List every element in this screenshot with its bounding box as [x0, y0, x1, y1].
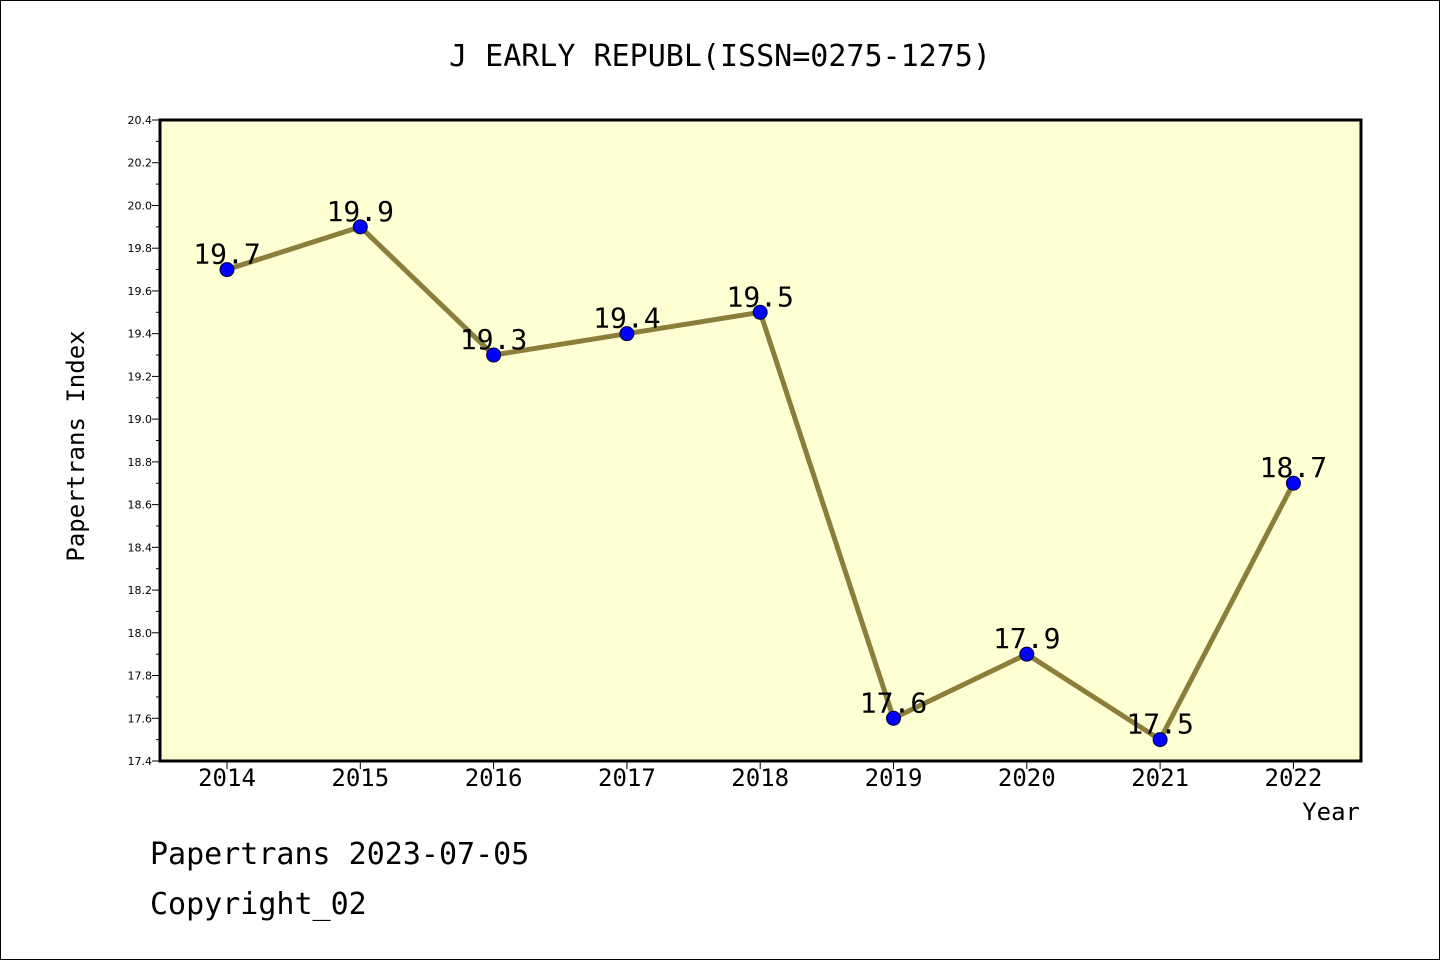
plot-border — [158, 118, 1363, 763]
x-axis: 2014 2015 2016 2017 2018 2019 2020 2021 2022 — [198, 761, 1322, 792]
y-tick-label: 18.2 — [128, 584, 153, 597]
x-tick-label: 2020 — [998, 764, 1056, 792]
x-tick-label: 2022 — [1265, 764, 1323, 792]
x-tick-label: 2019 — [865, 764, 923, 792]
series-line-group: 19.719.919.319.419.517.617.917.518.7 — [193, 195, 1327, 748]
y-tick-label: 17.8 — [128, 670, 153, 683]
y-tick-label: 19.4 — [128, 328, 153, 341]
data-point — [1019, 646, 1035, 662]
y-tick-label: 18.8 — [128, 456, 153, 469]
data-point — [219, 262, 235, 278]
data-point — [886, 710, 901, 726]
data-point — [752, 304, 768, 320]
data-point — [352, 219, 368, 235]
y-tick-label: 19.8 — [128, 242, 153, 255]
y-tick-label: 17.4 — [128, 755, 153, 768]
x-tick-label: 2016 — [465, 764, 523, 792]
y-tick-label: 19.2 — [128, 370, 153, 383]
x-tick-label: 2015 — [331, 764, 389, 792]
y-tick-label: 19.6 — [128, 285, 153, 298]
y-tick-label: 20.0 — [128, 199, 153, 212]
y-tick-label: 20.2 — [128, 157, 153, 170]
data-point — [1285, 475, 1301, 491]
x-axis-title: Year — [1302, 798, 1360, 826]
data-point — [486, 347, 502, 363]
data-point — [619, 326, 635, 342]
y-tick-label: 19.0 — [128, 413, 153, 426]
x-tick-label: 2014 — [198, 764, 256, 792]
chart-title: J EARLY REPUBL(ISSN=0275-1275) — [449, 39, 991, 74]
y-tick-label: 18.4 — [128, 541, 153, 554]
y-tick-label: 18.0 — [128, 627, 153, 640]
y-tick-label: 18.6 — [128, 499, 153, 512]
x-tick-label: 2021 — [1131, 764, 1189, 792]
footer-date-line: Papertrans 2023-07-05 — [150, 837, 529, 872]
data-point — [1152, 732, 1168, 748]
y-tick-label: 20.4 — [128, 114, 153, 127]
y-axis: 17.4 17.6 17.8 18.0 18.2 18.4 18.6 18.8 19.0 19.2… — [128, 114, 160, 768]
y-tick-label: 17.6 — [128, 712, 153, 725]
x-tick-label: 2017 — [598, 764, 656, 792]
footer-copyright-line: Copyright_02 — [150, 887, 367, 922]
y-axis-title: Papertrans Index — [62, 330, 90, 561]
x-tick-label: 2018 — [731, 764, 789, 792]
